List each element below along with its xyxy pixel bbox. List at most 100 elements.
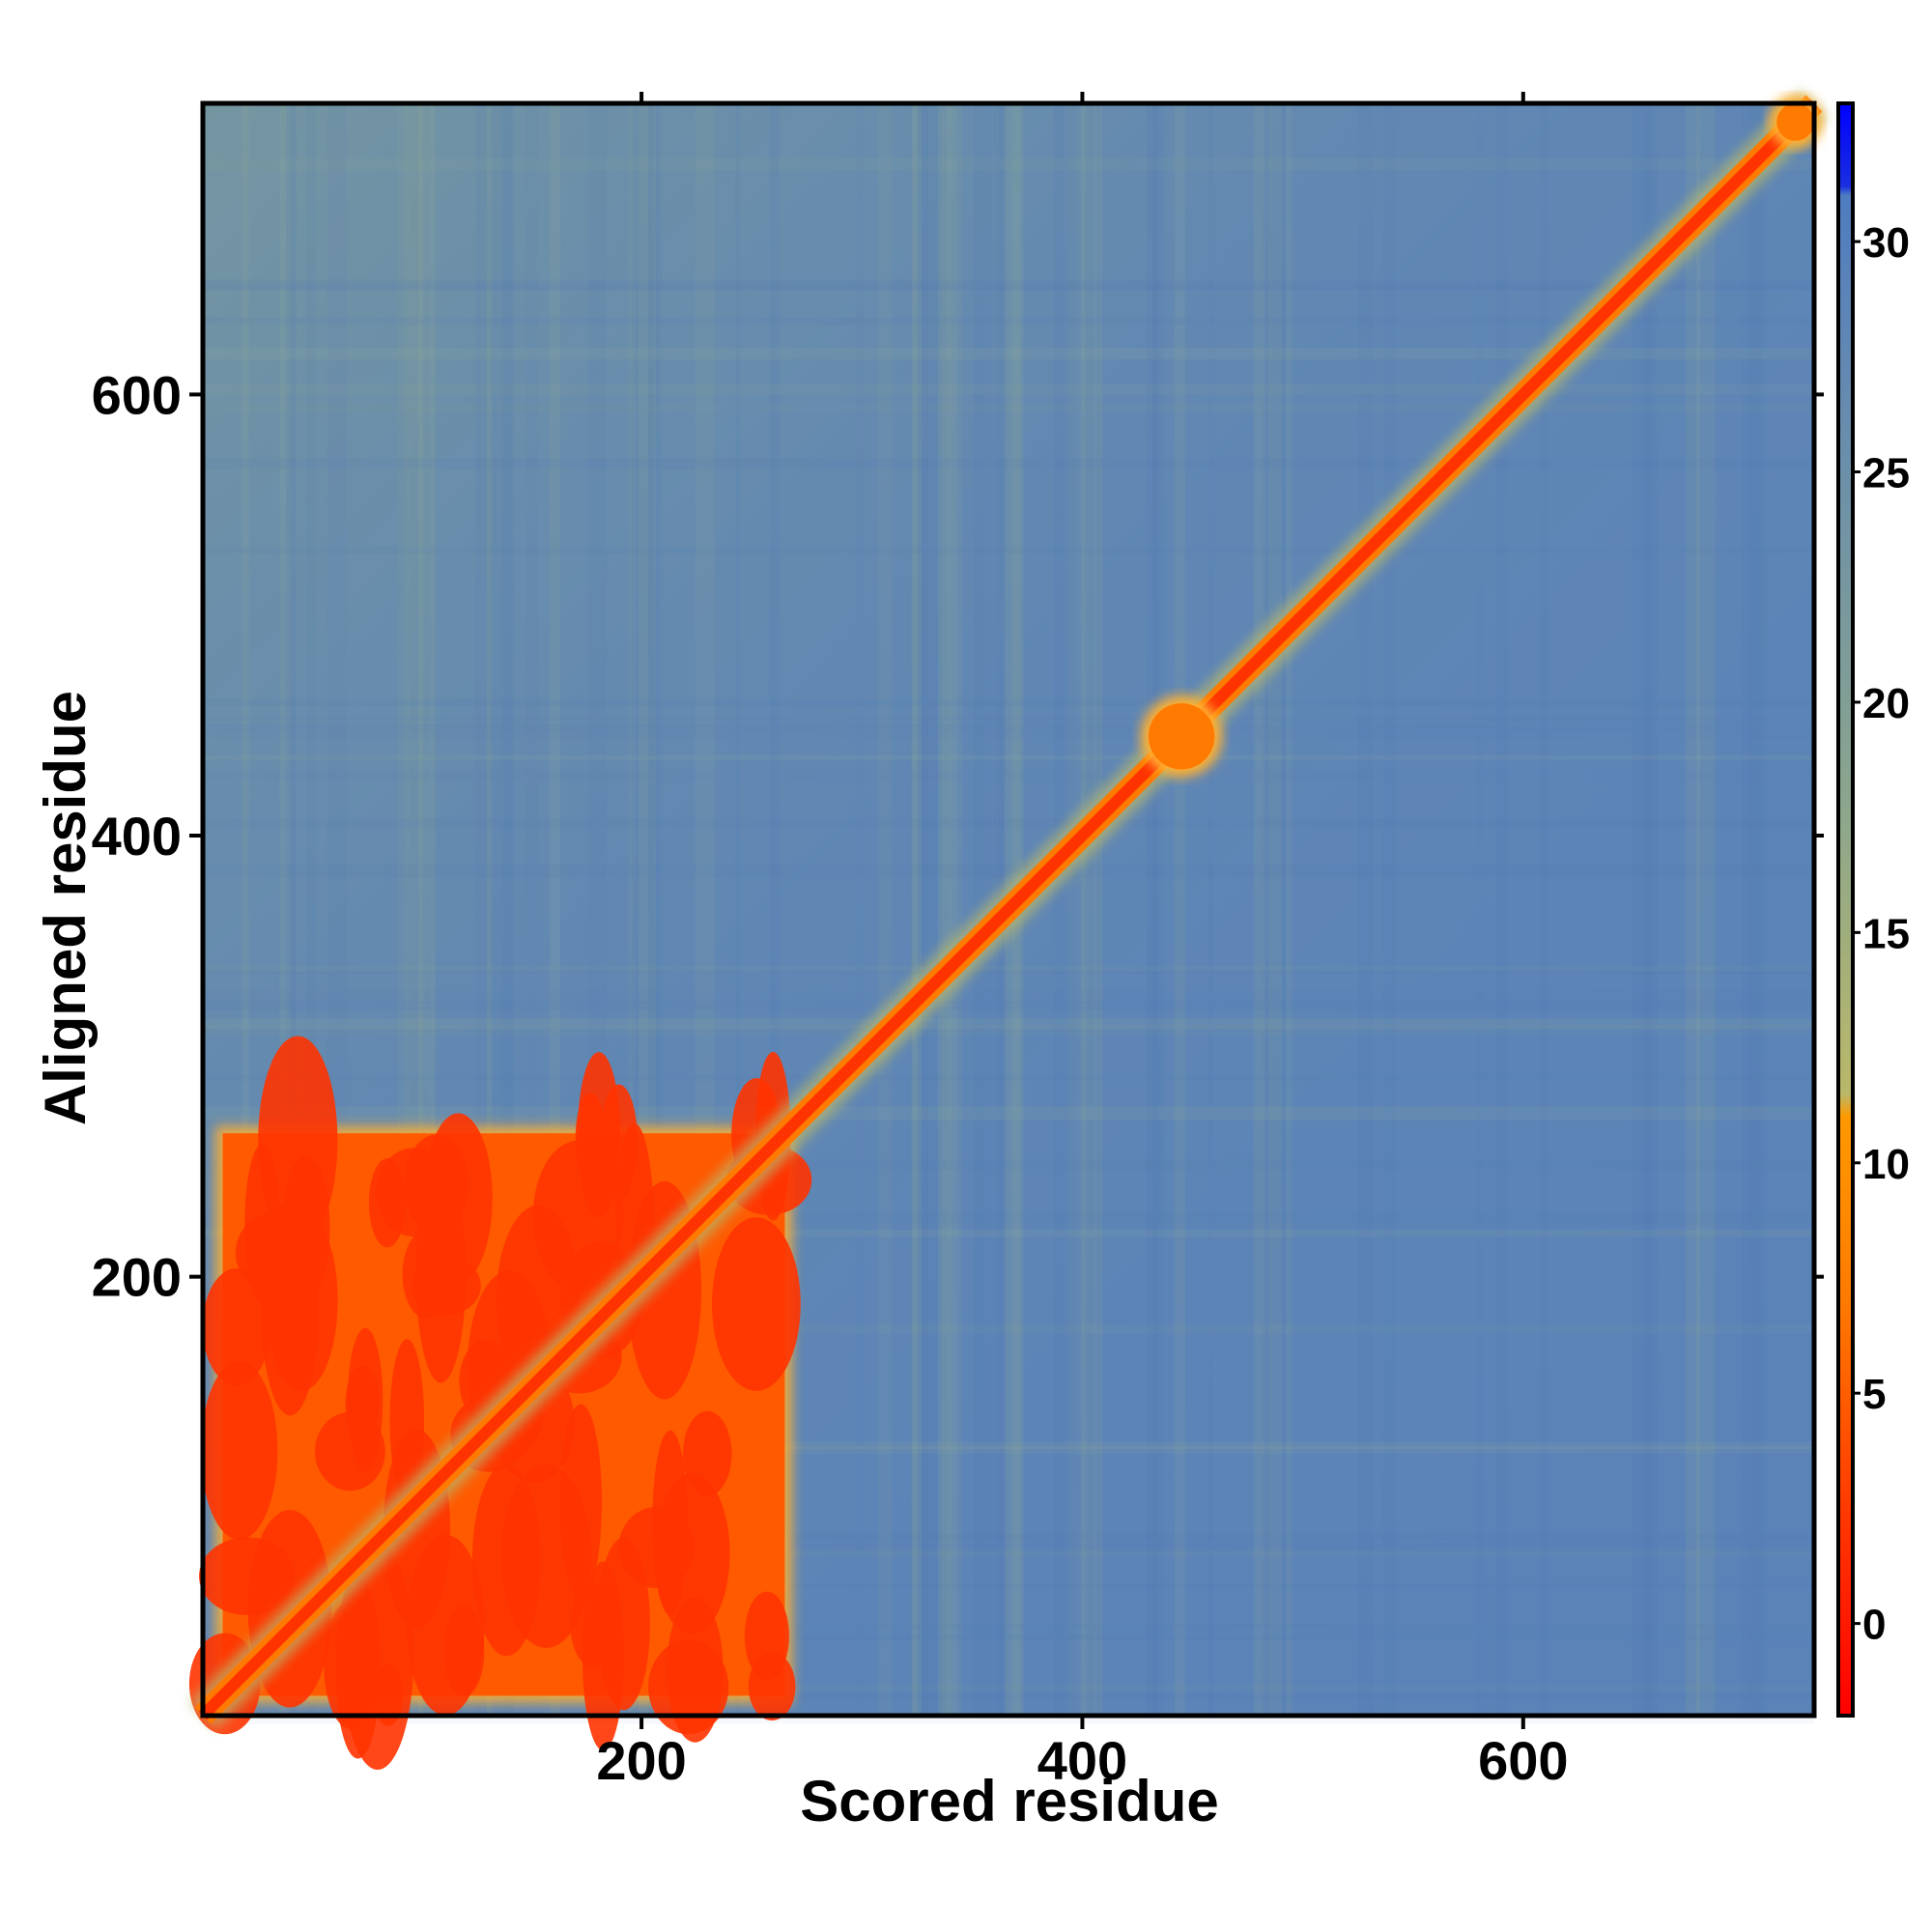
noise-stripe xyxy=(203,990,1814,1004)
y-tick-label: 200 xyxy=(92,1247,182,1308)
colorbar-tick-label: 15 xyxy=(1862,910,1910,957)
noise-stripe xyxy=(911,103,922,1716)
noise-stripe xyxy=(1540,103,1548,1716)
x-axis-title: Scored residue xyxy=(800,1769,1219,1833)
plot-frame xyxy=(200,100,1817,1719)
noise-stripe xyxy=(1096,103,1101,1716)
noise-stripe xyxy=(203,1323,1814,1334)
noise-stripe xyxy=(203,770,1814,781)
noise-stripe xyxy=(203,724,1814,732)
noise-stripe xyxy=(1152,103,1164,1716)
noise-stripe xyxy=(203,1018,1814,1030)
x-axis: 200 400 600 xyxy=(596,92,1569,1791)
noise-stripe xyxy=(305,103,317,1716)
noise-stripe xyxy=(1262,103,1267,1716)
noise-stripe xyxy=(203,1074,1814,1081)
heatmap-plot-area xyxy=(188,89,1829,1770)
noise-stripe xyxy=(203,731,1814,740)
y-tick-label: 600 xyxy=(92,364,182,425)
noise-stripe xyxy=(203,317,1814,326)
domain-block-patch xyxy=(500,1464,592,1648)
colorbar-tick-label: 5 xyxy=(1862,1371,1886,1418)
colorbar: 0 5 10 15 20 25 30 xyxy=(1836,101,1910,1718)
noise-stripe xyxy=(938,103,952,1716)
noise-stripe xyxy=(1053,103,1065,1716)
noise-stripe xyxy=(203,279,1814,291)
noise-stripe xyxy=(203,966,1814,973)
noise-stripe xyxy=(1067,103,1087,1716)
region-blob xyxy=(1148,703,1215,770)
noise-stripe xyxy=(203,1106,1814,1121)
noise-stripe xyxy=(203,1024,1814,1036)
domain-block-patch xyxy=(712,1217,801,1391)
noise-stripe xyxy=(1643,103,1658,1716)
noise-stripe xyxy=(1147,103,1158,1716)
noise-stripe xyxy=(421,103,430,1716)
noise-stripe xyxy=(203,283,1814,291)
noise-stripe xyxy=(203,1159,1814,1170)
noise-stripe xyxy=(628,103,637,1716)
noise-stripe xyxy=(242,103,249,1716)
noise-stripe xyxy=(549,103,560,1716)
noise-stripe xyxy=(203,348,1814,360)
domain-block-patch xyxy=(345,1365,380,1445)
domain-block-patch xyxy=(577,1052,621,1218)
noise-stripe xyxy=(1752,103,1767,1716)
noise-stripe xyxy=(917,103,930,1716)
noise-stripe xyxy=(1686,103,1701,1716)
domain-block-patch xyxy=(265,1209,338,1391)
noise-stripe xyxy=(973,103,984,1716)
heatmap-regions xyxy=(188,89,1829,1770)
noise-stripe xyxy=(769,103,780,1716)
colorbar-tick-label: 10 xyxy=(1862,1141,1910,1188)
noise-stripe xyxy=(1742,103,1751,1716)
noise-stripe xyxy=(203,1715,1814,1724)
noise-stripe xyxy=(203,1693,1814,1700)
noise-stripe xyxy=(938,103,957,1716)
noise-stripe xyxy=(286,103,297,1716)
noise-stripe xyxy=(910,103,929,1716)
noise-stripe xyxy=(1254,103,1265,1716)
noise-stripe xyxy=(203,969,1814,975)
noise-stripe xyxy=(203,818,1814,829)
domain-block-patch xyxy=(683,1410,732,1496)
noise-stripe xyxy=(912,103,918,1716)
domain-block-patch xyxy=(667,1597,724,1743)
noise-stripe xyxy=(474,103,479,1716)
noise-stripe xyxy=(203,547,1814,554)
x-tick-label: 200 xyxy=(596,1730,686,1791)
noise-stripe xyxy=(1067,103,1077,1716)
y-axis-title: Aligned residue xyxy=(33,691,98,1125)
noise-stripe xyxy=(941,103,962,1716)
domain-block-patch xyxy=(368,1158,407,1248)
noise-stripe xyxy=(203,754,1814,760)
noise-stripe xyxy=(279,103,291,1716)
noise-stripe xyxy=(1632,103,1653,1716)
noise-stripe xyxy=(855,103,864,1716)
domain-block-patch xyxy=(200,1361,278,1540)
domain-block-patch xyxy=(389,1339,424,1502)
noise-stripe xyxy=(1495,103,1508,1716)
colorbar-tick-label: 25 xyxy=(1862,449,1910,497)
noise-stripe xyxy=(203,1633,1814,1641)
domain-block-patch xyxy=(424,1113,493,1283)
noise-stripe xyxy=(203,1548,1814,1558)
colorbar-frame xyxy=(1836,101,1855,1718)
noise-stripe xyxy=(1266,103,1287,1716)
noise-stripe xyxy=(203,1001,1814,1011)
colorbar-tick-label: 20 xyxy=(1862,680,1910,727)
noise-stripe xyxy=(486,103,492,1716)
noise-stripe xyxy=(647,103,658,1716)
region-blob xyxy=(1776,103,1814,141)
noise-stripe xyxy=(203,402,1814,412)
noise-stripe xyxy=(502,103,513,1716)
noise-stripe xyxy=(1269,103,1283,1716)
noise-stripe xyxy=(203,1543,1814,1552)
noise-stripe xyxy=(203,864,1814,878)
noise-stripe xyxy=(203,1446,1814,1449)
noise-stripe xyxy=(1084,103,1094,1716)
noise-stripe xyxy=(735,103,740,1716)
domain-block-patch xyxy=(582,1561,624,1751)
noise-stripe xyxy=(203,1684,1814,1691)
